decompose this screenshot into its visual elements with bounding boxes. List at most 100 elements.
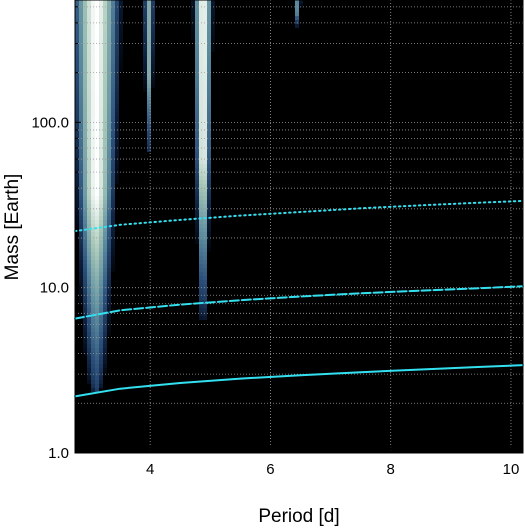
heatmap-cell [95, 112, 99, 116]
heatmap-cell [151, 8, 155, 12]
heatmap-cell [111, 64, 115, 68]
heatmap-cell [203, 160, 207, 164]
heatmap-cell [203, 64, 207, 68]
heatmap-cell [87, 216, 91, 220]
heatmap-cell [91, 272, 95, 276]
heatmap-cell [207, 0, 211, 4]
heatmap-cell [191, 16, 195, 20]
heatmap-cell [99, 252, 103, 256]
heatmap-cell [99, 12, 103, 16]
heatmap-cell [203, 76, 207, 80]
heatmap-cell [99, 280, 103, 284]
heatmap-cell [151, 48, 155, 52]
heatmap-cell [91, 264, 95, 268]
heatmap-cell [95, 376, 99, 380]
heatmap-cell [199, 180, 203, 184]
heatmap-cell [91, 300, 95, 304]
heatmap-cell [99, 80, 103, 84]
heatmap-cell [143, 36, 147, 40]
heatmap-cell [75, 196, 79, 200]
heatmap-cell [143, 52, 147, 56]
heatmap-cell [75, 32, 79, 36]
heatmap-cell [75, 164, 79, 168]
heatmap-cell [99, 352, 103, 356]
heatmap-cell [87, 148, 91, 152]
heatmap-cell [195, 148, 199, 152]
heatmap-cell [207, 184, 211, 188]
heatmap-cell [87, 356, 91, 360]
heatmap-cell [95, 160, 99, 164]
heatmap-cell [99, 56, 103, 60]
heatmap-cell [103, 68, 107, 72]
heatmap-cell [203, 52, 207, 56]
heatmap-cell [107, 160, 111, 164]
heatmap-cell [99, 276, 103, 280]
heatmap-cell [83, 20, 87, 24]
heatmap-cell [295, 4, 299, 8]
heatmap-cell [83, 96, 87, 100]
heatmap-cell [91, 348, 95, 352]
heatmap-cell [87, 372, 91, 376]
heatmap-cell [111, 44, 115, 48]
heatmap-cell [107, 40, 111, 44]
heatmap-cell [103, 80, 107, 84]
heatmap-cell [79, 108, 83, 112]
heatmap-cell [83, 344, 87, 348]
heatmap-cell [147, 136, 151, 140]
heatmap-cell [79, 124, 83, 128]
heatmap-cell [207, 80, 211, 84]
heatmap-cell [95, 360, 99, 364]
heatmap-cell [207, 248, 211, 252]
heatmap-cell [91, 200, 95, 204]
heatmap-cell [191, 0, 195, 4]
heatmap-cell [199, 168, 203, 172]
heatmap-cell [95, 28, 99, 32]
heatmap-cell [195, 52, 199, 56]
heatmap-cell [91, 112, 95, 116]
heatmap-cell [111, 244, 115, 248]
heatmap-cell [83, 316, 87, 320]
heatmap-cell [111, 100, 115, 104]
heatmap-cell [83, 108, 87, 112]
heatmap-cell [91, 256, 95, 260]
heatmap-cell [87, 192, 91, 196]
heatmap-cell [199, 200, 203, 204]
heatmap-cell [195, 100, 199, 104]
heatmap-cell [75, 0, 79, 4]
heatmap-cell [99, 308, 103, 312]
heatmap-cell [203, 68, 207, 72]
heatmap-cell [199, 144, 203, 148]
heatmap-cell [295, 20, 299, 24]
heatmap-cell [107, 280, 111, 284]
heatmap-cell [83, 56, 87, 60]
heatmap-cell [103, 16, 107, 20]
heatmap-cell [95, 136, 99, 140]
heatmap-cell [87, 332, 91, 336]
heatmap-cell [91, 160, 95, 164]
heatmap-cell [79, 112, 83, 116]
heatmap-cell [103, 296, 107, 300]
heatmap-cell [87, 44, 91, 48]
heatmap-cell [103, 184, 107, 188]
heatmap-cell [103, 276, 107, 280]
heatmap-cell [87, 252, 91, 256]
heatmap-cell [79, 216, 83, 220]
heatmap-cell [203, 148, 207, 152]
heatmap-cell [119, 0, 123, 4]
heatmap-cell [83, 172, 87, 176]
heatmap-cell [87, 36, 91, 40]
heatmap-cell [299, 0, 303, 4]
heatmap-cell [99, 64, 103, 68]
heatmap-cell [195, 200, 199, 204]
heatmap-cell [115, 156, 119, 160]
heatmap-cell [103, 200, 107, 204]
heatmap-cell [87, 48, 91, 52]
heatmap-cell [91, 24, 95, 28]
heatmap-cell [103, 96, 107, 100]
heatmap-cell [87, 204, 91, 208]
heatmap-cell [115, 112, 119, 116]
heatmap-cell [195, 196, 199, 200]
heatmap-cell [107, 88, 111, 92]
heatmap-cell [151, 40, 155, 44]
